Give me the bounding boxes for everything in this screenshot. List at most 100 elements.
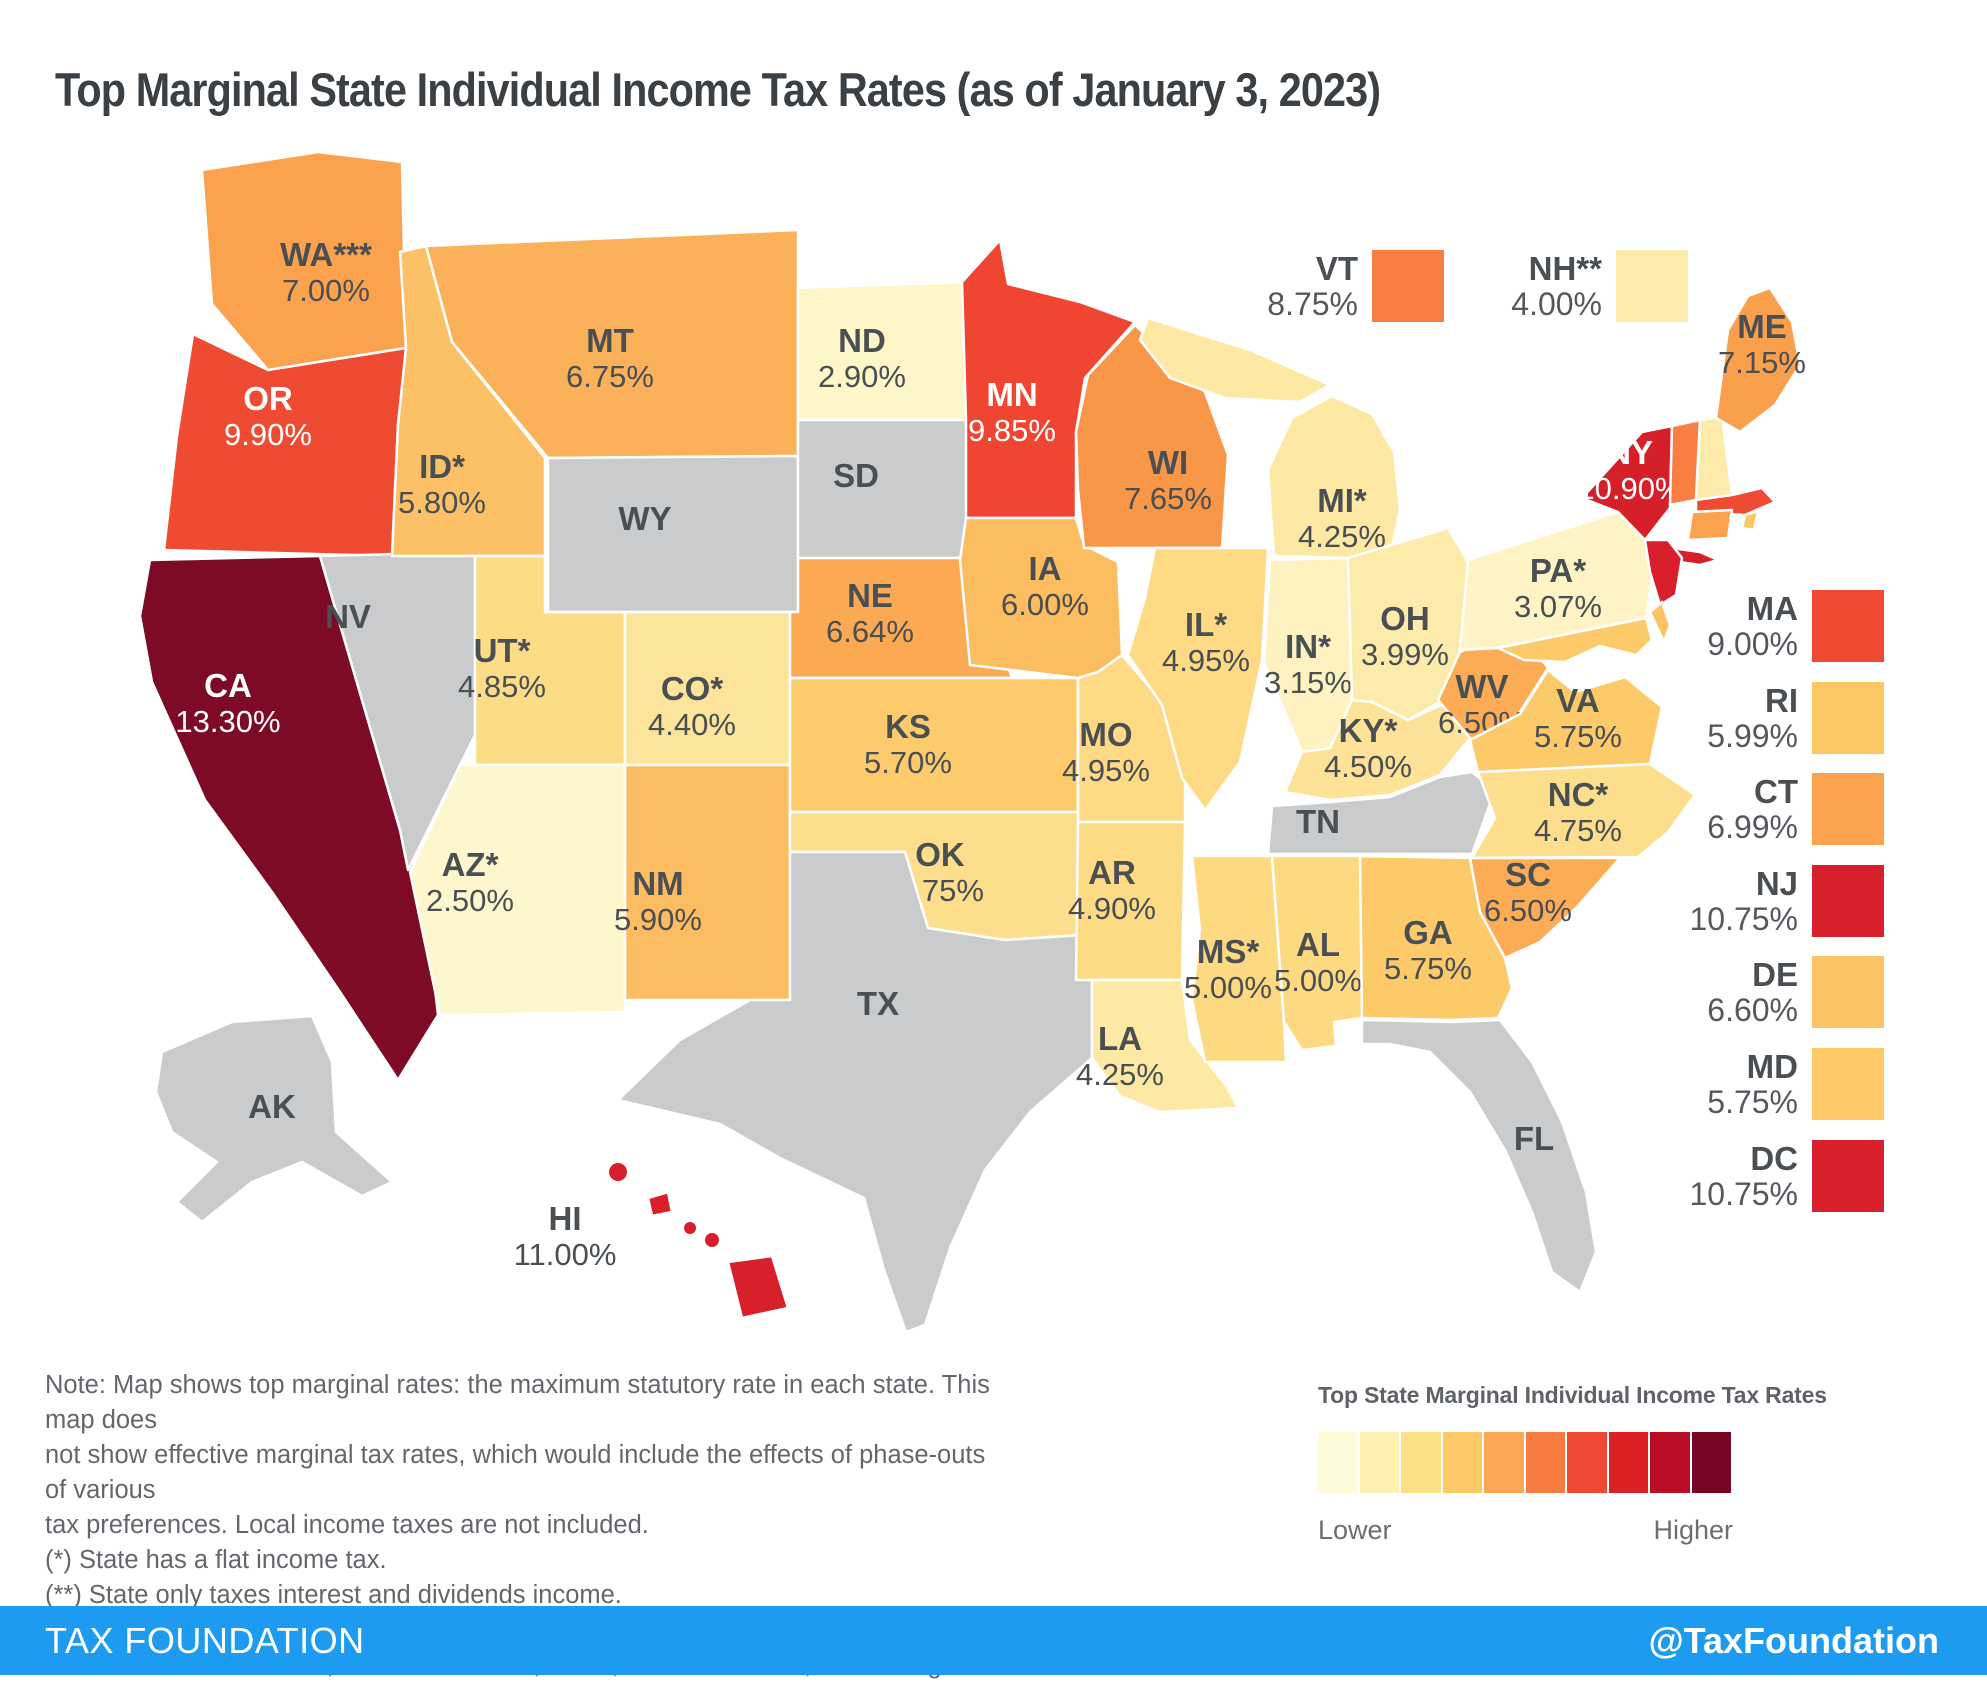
footnote-line-1: Note: Map shows top marginal rates: the …	[45, 1371, 990, 1434]
state-rate-ny: 10.90%	[1577, 471, 1682, 506]
state-rate-ia: 6.00%	[1001, 587, 1089, 622]
legend-entry-code: NJ	[1755, 864, 1798, 902]
state-label-ca: CA	[204, 667, 252, 704]
state-rate-ms: 5.00%	[1184, 970, 1272, 1005]
legend-scale-swatch-9	[1650, 1432, 1690, 1493]
state-rate-nm: 5.90%	[614, 902, 702, 937]
legend-scale-swatch-5	[1484, 1432, 1524, 1493]
legend-entry-rate: 5.75%	[1707, 1083, 1798, 1120]
state-label-mt: MT	[586, 322, 634, 359]
state-label-va: VA	[1556, 682, 1599, 719]
legend-higher-label: Higher	[1653, 1515, 1733, 1545]
state-label-ut: UT*	[474, 632, 531, 669]
state-shape-hi	[646, 1190, 674, 1218]
legend-scale-swatch-7	[1567, 1432, 1607, 1493]
state-rate-al: 5.00%	[1274, 963, 1362, 998]
footnote-line-3: tax preferences. Local income taxes are …	[45, 1511, 649, 1539]
legend-scale-swatch-10	[1691, 1432, 1731, 1493]
legend-entry-labels: NH** 4.00%	[1432, 249, 1602, 322]
legend-entry-swatch	[1616, 250, 1688, 322]
state-label-id: ID*	[419, 448, 465, 485]
legend-entry-labels: RI 5.99%	[1628, 682, 1798, 754]
state-shape-ct	[1686, 508, 1734, 542]
state-shape-hi	[609, 1163, 627, 1181]
legend-entry-labels: CT 6.99%	[1628, 772, 1798, 845]
legend-entry-ct: CT 6.99%	[1628, 773, 1884, 845]
state-label-tn: TN	[1296, 803, 1340, 840]
state-rate-wa: 7.00%	[282, 273, 370, 308]
state-label-la: LA	[1098, 1020, 1142, 1057]
state-rate-va: 5.75%	[1534, 719, 1622, 754]
legend-scale-swatch-8	[1608, 1432, 1648, 1493]
state-label-oh: OH	[1380, 600, 1430, 637]
legend-entry-labels: MA 9.00%	[1628, 590, 1798, 662]
legend-scale-swatch-6	[1525, 1432, 1565, 1493]
state-shape-nh	[1694, 414, 1734, 502]
legend-entry-labels: MD 5.75%	[1628, 1048, 1798, 1120]
state-label-ny: NY	[1607, 434, 1653, 471]
state-rate-ks: 5.70%	[864, 745, 952, 780]
state-rate-mo: 4.95%	[1062, 753, 1150, 788]
state-label-il: IL*	[1185, 606, 1227, 643]
state-shape-fl	[1360, 1018, 1598, 1294]
state-label-tx: TX	[857, 985, 899, 1022]
legend-entry-labels: VT 8.75%	[1188, 249, 1358, 322]
legend-entry-code: CT	[1754, 772, 1798, 810]
brand-wordmark: TAX FOUNDATION	[45, 1619, 365, 1661]
state-label-wi: WI	[1148, 444, 1188, 481]
state-rate-ut: 4.85%	[458, 669, 546, 704]
legend-entry-ri: RI 5.99%	[1628, 682, 1884, 754]
state-label-mn: MN	[986, 376, 1037, 413]
state-label-nc: NC*	[1548, 776, 1609, 813]
state-label-wy: WY	[618, 500, 671, 537]
state-label-wv: WV	[1455, 668, 1508, 705]
state-rate-mi: 4.25%	[1298, 519, 1386, 554]
legend-scale-swatch-2	[1359, 1432, 1399, 1493]
legend-entry-vt: VT 8.75%	[1188, 250, 1444, 322]
state-label-me: ME	[1737, 308, 1787, 345]
state-label-sc: SC	[1505, 856, 1551, 893]
legend-entry-nj: NJ 10.75%	[1628, 865, 1884, 937]
state-label-ga: GA	[1403, 914, 1453, 951]
state-label-fl: FL	[1514, 1120, 1554, 1157]
legend-scale-swatch-1	[1318, 1432, 1358, 1493]
legend-scale-swatch-3	[1401, 1432, 1441, 1493]
footnote-line-2: not show effective marginal tax rates, w…	[45, 1441, 986, 1504]
legend-entry-dc: DC 10.75%	[1628, 1140, 1884, 1212]
state-rate-in: 3.15%	[1264, 665, 1352, 700]
state-label-nd: ND	[838, 322, 886, 359]
state-shape-de	[1648, 600, 1672, 644]
legend-entry-code: VT	[1315, 249, 1358, 287]
legend-entry-labels: DC 10.75%	[1628, 1139, 1798, 1212]
state-shape-az	[408, 763, 627, 1017]
state-label-ok: OK	[915, 836, 965, 873]
legend-entry-swatch	[1372, 250, 1444, 322]
state-label-mi: MI*	[1317, 482, 1367, 519]
legend-scale-swatch-4	[1442, 1432, 1482, 1493]
state-label-ne: NE	[847, 577, 893, 614]
legend-entry-rate: 5.99%	[1707, 717, 1798, 754]
state-shape-la	[1090, 978, 1240, 1114]
footnote-line-5: (**) State only taxes interest and divid…	[45, 1581, 622, 1609]
state-shape-ak	[154, 1014, 394, 1224]
state-shape-hi	[684, 1222, 696, 1234]
state-label-ks: KS	[885, 708, 931, 745]
legend-entry-rate: 4.00%	[1511, 285, 1602, 322]
state-label-or: OR	[243, 380, 293, 417]
state-rate-ga: 5.75%	[1384, 951, 1472, 986]
state-shape-hi	[726, 1254, 790, 1320]
legend-entry-code: DC	[1750, 1139, 1798, 1177]
legend-entry-rate: 10.75%	[1689, 1175, 1798, 1212]
state-rate-hi: 11.00%	[514, 1237, 617, 1272]
footnote-line-4: (*) State has a flat income tax.	[45, 1546, 387, 1574]
legend-entry-md: MD 5.75%	[1628, 1048, 1884, 1120]
legend-entry-code: NH**	[1528, 249, 1602, 287]
state-label-ms: MS*	[1197, 933, 1260, 970]
state-label-ia: IA	[1029, 550, 1062, 587]
legend-entry-swatch	[1812, 1048, 1884, 1120]
legend-entry-nh: NH** 4.00%	[1432, 250, 1688, 322]
footer-bar: TAX FOUNDATION @TaxFoundation	[0, 1606, 1987, 1675]
state-label-pa: PA*	[1530, 552, 1586, 589]
state-rate-wi: 7.65%	[1124, 481, 1212, 516]
